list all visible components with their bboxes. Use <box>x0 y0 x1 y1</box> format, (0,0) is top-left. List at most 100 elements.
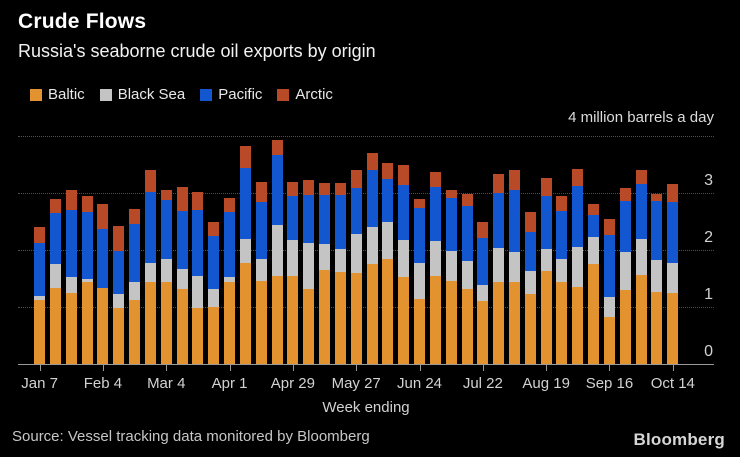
x-tick <box>356 365 358 371</box>
x-tick <box>166 365 168 371</box>
bar-stack <box>97 203 109 364</box>
bar-stack <box>651 193 663 364</box>
bar-segment-arctic <box>65 190 77 211</box>
bar-stack <box>144 169 156 364</box>
source-note: Source: Vessel tracking data monitored b… <box>12 428 370 445</box>
legend-label-baltic: Baltic <box>48 86 85 103</box>
bar-segment-baltic <box>160 281 172 364</box>
bar-segment-arctic <box>303 180 315 196</box>
bar-segment-arctic <box>224 197 236 212</box>
bar-segment-pacific <box>287 195 299 241</box>
x-tick-label-may-27: May 27 <box>331 375 381 392</box>
bar-segment-baltic <box>255 280 267 364</box>
x-tick-label-jun-24: Jun 24 <box>396 375 443 392</box>
x-tick <box>546 365 548 371</box>
legend-item-pacific: Pacific <box>200 86 262 103</box>
bar-segment-black-sea <box>651 260 663 293</box>
bar-segment-arctic <box>319 182 331 196</box>
bar-segment-black-sea <box>144 263 156 283</box>
bar-stack <box>556 195 568 364</box>
bar-segment-arctic <box>414 199 426 208</box>
bar-segment-arctic <box>619 187 631 201</box>
bar-segment-pacific <box>97 228 109 289</box>
bar-segment-arctic <box>192 192 204 211</box>
bar-segment-black-sea <box>619 252 631 290</box>
bar-segment-pacific <box>414 207 426 263</box>
bar-segment-arctic <box>382 162 394 179</box>
x-axis-title: Week ending <box>322 399 410 416</box>
bar-segment-pacific <box>271 155 283 226</box>
bar-stack <box>176 186 188 364</box>
bar-segment-black-sea <box>192 275 204 308</box>
bar-segment-black-sea <box>224 277 236 282</box>
bar-segment-baltic <box>287 276 299 364</box>
y-tick-label-0: 0 <box>704 343 713 360</box>
bar-segment-black-sea <box>461 260 473 289</box>
bar-segment-black-sea <box>255 259 267 281</box>
bar-stack <box>603 219 615 364</box>
bar-stack <box>255 182 267 364</box>
bloomberg-logo: Bloomberg <box>633 430 725 449</box>
bar-segment-pacific <box>224 211 236 278</box>
bar-segment-baltic <box>619 289 631 364</box>
bar-segment-pacific <box>429 186 441 242</box>
bar-segment-arctic <box>588 203 600 215</box>
bar-segment-pacific <box>160 200 172 259</box>
bar-stack <box>303 180 315 364</box>
legend-swatch-baltic <box>30 88 42 101</box>
bar-segment-baltic <box>366 263 378 364</box>
bar-stack <box>572 168 584 364</box>
bar-segment-black-sea <box>429 241 441 276</box>
bar-segment-arctic <box>208 222 220 236</box>
bar-segment-baltic <box>524 294 536 364</box>
bar-stack <box>477 222 489 364</box>
bar-segment-black-sea <box>540 249 552 271</box>
bar-segment-black-sea <box>287 240 299 277</box>
bar-segment-arctic <box>49 199 61 213</box>
bar-segment-black-sea <box>271 225 283 276</box>
bar-stack <box>493 173 505 364</box>
bar-segment-baltic <box>350 273 362 364</box>
bar-segment-arctic <box>239 145 251 168</box>
bar-segment-arctic <box>34 226 46 243</box>
bar-stack <box>540 177 552 364</box>
bar-segment-baltic <box>176 289 188 364</box>
bar-segment-black-sea <box>81 278 93 283</box>
bar-segment-black-sea <box>667 263 679 293</box>
bar-stack <box>129 208 141 364</box>
bar-stack <box>350 170 362 364</box>
bar-stack <box>619 187 631 364</box>
bar-segment-black-sea <box>208 288 220 307</box>
bar-segment-pacific <box>319 195 331 245</box>
bar-segment-pacific <box>588 214 600 237</box>
x-tick-label-oct-14: Oct 14 <box>650 375 695 392</box>
bar-segment-arctic <box>477 222 489 239</box>
bar-segment-baltic <box>208 306 220 364</box>
chart-subtitle: Russia's seaborne crude oil exports by o… <box>18 41 376 61</box>
bar-segment-arctic <box>97 203 109 229</box>
bar-segment-pacific <box>572 185 584 248</box>
legend-item-baltic: Baltic <box>30 86 85 103</box>
bar-segment-pacific <box>398 185 410 241</box>
bar-segment-arctic <box>255 182 267 202</box>
legend: Baltic Black Sea Pacific Arctic <box>30 86 333 103</box>
bar-segment-pacific <box>493 193 505 249</box>
bar-stack <box>334 182 346 364</box>
bar-segment-black-sea <box>303 243 315 290</box>
bar-segment-black-sea <box>334 248 346 273</box>
legend-swatch-black-sea <box>99 88 112 101</box>
bar-segment-arctic <box>429 171 441 187</box>
bar-segment-pacific <box>350 187 362 235</box>
bar-segment-baltic <box>603 316 615 364</box>
bar-segment-baltic <box>540 270 552 364</box>
bar-segment-arctic <box>445 189 457 199</box>
legend-swatch-arctic <box>277 88 290 101</box>
bar-stack <box>366 153 378 364</box>
bar-segment-black-sea <box>350 234 362 274</box>
bar-segment-pacific <box>445 198 457 251</box>
bar-segment-arctic <box>635 170 647 185</box>
bar-segment-arctic <box>493 173 505 193</box>
bar-segment-baltic <box>49 288 61 364</box>
legend-label-pacific: Pacific <box>218 86 263 103</box>
